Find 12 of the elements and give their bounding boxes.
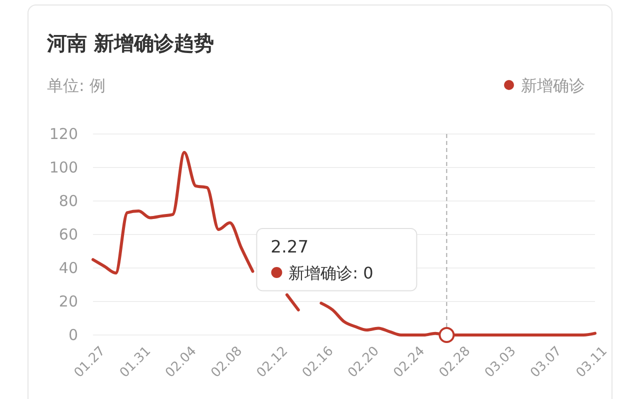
y-axis-title: 单位: 例 <box>47 76 106 95</box>
y-tick-label: 60 <box>58 225 78 244</box>
legend-label: 新增确诊 <box>521 76 585 95</box>
y-tick-label: 80 <box>58 192 78 210</box>
annotation: 新增确诊: 0 <box>288 263 374 282</box>
y-tick-label: 120 <box>49 124 78 143</box>
y-tick-label: 0 <box>68 326 78 344</box>
y-tick-label: 20 <box>58 292 78 310</box>
annotation: 2.27 <box>270 237 309 258</box>
y-tick-label: 40 <box>58 258 78 277</box>
y-tick-label: 100 <box>49 158 78 176</box>
chart-title: 河南 新增确诊趋势 <box>46 31 214 55</box>
